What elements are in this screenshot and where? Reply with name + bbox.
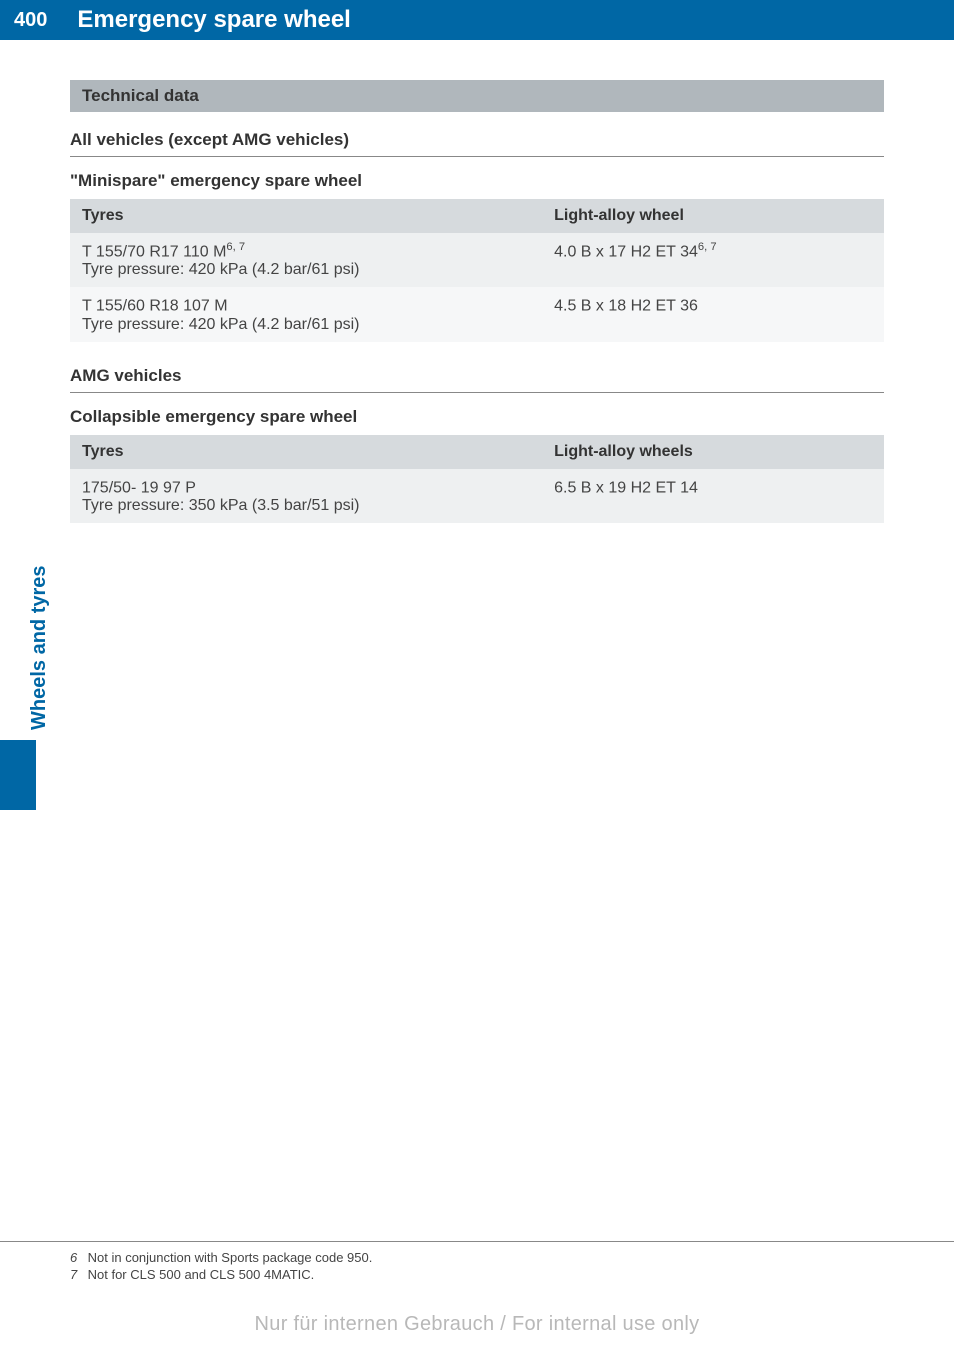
footnote-text: Not in conjunction with Sports package c… <box>88 1250 373 1265</box>
page-title: Emergency spare wheel <box>61 0 954 40</box>
table-minispare: Tyres Light-alloy wheel T 155/70 R17 110… <box>70 199 884 342</box>
tyre-spec: 175/50- 19 97 P <box>82 479 196 496</box>
footnote-number: 6 <box>70 1250 84 1265</box>
side-tab-label: Wheels and tyres <box>28 565 51 730</box>
footnote-number: 7 <box>70 1267 84 1282</box>
table-collapsible: Tyres Light-alloy wheels 175/50- 19 97 P… <box>70 435 884 523</box>
footnotes: 6 Not in conjunction with Sports package… <box>0 1241 954 1284</box>
tyre-pressure: Tyre pressure: 420 kPa (4.2 bar/61 psi) <box>82 316 359 333</box>
wheel-spec: 6.5 B x 19 H2 ET 14 <box>554 479 698 496</box>
tyre-pressure: Tyre pressure: 350 kPa (3.5 bar/51 psi) <box>82 497 359 514</box>
page-header: 400 Emergency spare wheel <box>0 0 954 40</box>
footnote-ref: 6, 7 <box>698 241 717 253</box>
table-cell: 175/50- 19 97 P Tyre pressure: 350 kPa (… <box>70 469 542 523</box>
table-cell: T 155/70 R17 110 M6, 7 Tyre pressure: 42… <box>70 233 542 287</box>
footnote: 7 Not for CLS 500 and CLS 500 4MATIC. <box>70 1267 884 1282</box>
table-title-collapsible: Collapsible emergency spare wheel <box>70 407 884 427</box>
table-title-minispare: "Minispare" emergency spare wheel <box>70 171 884 191</box>
footnote-text: Not for CLS 500 and CLS 500 4MATIC. <box>88 1267 315 1282</box>
table-header-wheel: Light-alloy wheel <box>542 199 884 233</box>
subsection-non-amg-title: All vehicles (except AMG vehicles) <box>70 130 884 157</box>
watermark-text: Nur für internen Gebrauch / For internal… <box>0 1313 954 1336</box>
table-cell: 4.0 B x 17 H2 ET 346, 7 <box>542 233 884 287</box>
footnote: 6 Not in conjunction with Sports package… <box>70 1250 884 1265</box>
table-header-tyres: Tyres <box>70 435 542 469</box>
wheel-spec: 4.5 B x 18 H2 ET 36 <box>554 298 698 315</box>
footnote-ref: 6, 7 <box>226 241 245 253</box>
table-header-wheel: Light-alloy wheels <box>542 435 884 469</box>
subsection-amg-title: AMG vehicles <box>70 366 884 393</box>
side-tab: Wheels and tyres <box>0 560 165 583</box>
page-number: 400 <box>0 0 61 40</box>
section-heading-technical-data: Technical data <box>70 80 884 112</box>
wheel-spec: 4.0 B x 17 H2 ET 34 <box>554 243 698 260</box>
table-cell: 6.5 B x 19 H2 ET 14 <box>542 469 884 523</box>
table-cell: 4.5 B x 18 H2 ET 36 <box>542 287 884 341</box>
tyre-spec: T 155/70 R17 110 M <box>82 243 226 260</box>
table-cell: T 155/60 R18 107 M Tyre pressure: 420 kP… <box>70 287 542 341</box>
tyre-spec: T 155/60 R18 107 M <box>82 298 228 315</box>
table-header-tyres: Tyres <box>70 199 542 233</box>
side-tab-block <box>0 740 36 810</box>
tyre-pressure: Tyre pressure: 420 kPa (4.2 bar/61 psi) <box>82 261 359 278</box>
